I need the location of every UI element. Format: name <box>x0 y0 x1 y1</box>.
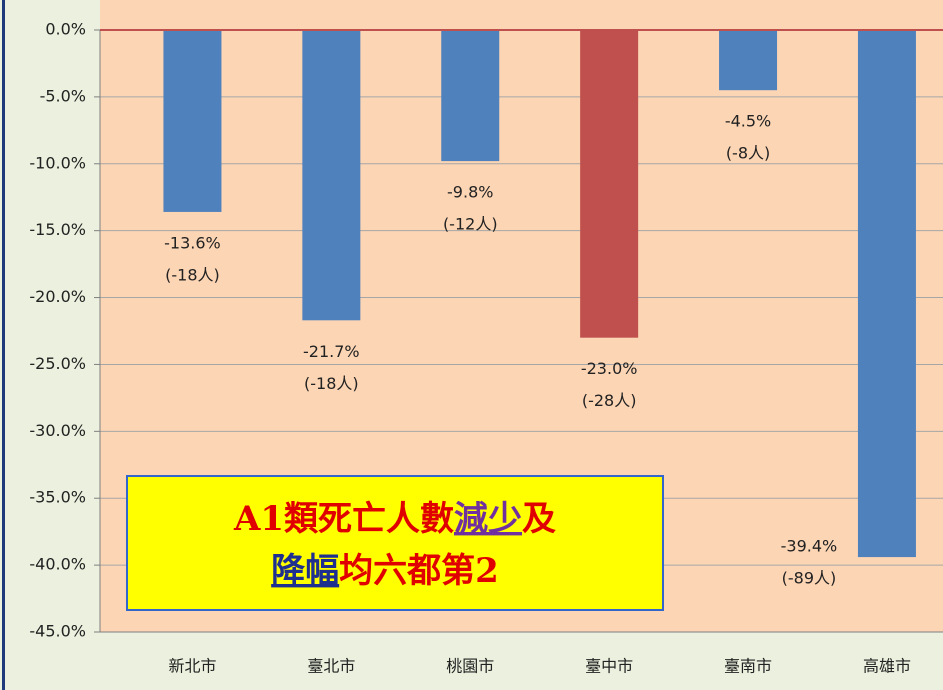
count-label: (-12人) <box>443 215 498 234</box>
annotation-text: 降幅 <box>271 551 339 591</box>
y-tick-label: 0.0% <box>45 20 86 39</box>
annotation-text: A1類死亡人數 <box>233 499 454 539</box>
bar <box>580 30 639 338</box>
y-tick-label: -40.0% <box>29 555 86 574</box>
annotation-line: A1類死亡人數減少及 <box>233 499 556 539</box>
x-tick-label: 新北市 <box>168 657 216 676</box>
value-label: -4.5% <box>725 112 771 131</box>
y-tick-label: -45.0% <box>29 622 86 641</box>
x-tick-label: 臺中市 <box>585 657 633 676</box>
annotation-text: 及 <box>522 499 556 539</box>
count-label: (-18人) <box>304 374 359 393</box>
y-tick-label: -30.0% <box>29 421 86 440</box>
x-tick-label: 臺南市 <box>724 657 772 676</box>
annotation-box <box>126 475 664 611</box>
y-tick-label: -35.0% <box>29 488 86 507</box>
y-tick-label: -20.0% <box>29 287 86 306</box>
bar <box>719 30 778 91</box>
annotation-text: 減少 <box>454 499 522 539</box>
count-label: (-18人) <box>165 265 220 284</box>
x-tick-label: 高雄市 <box>863 657 911 676</box>
bar <box>441 30 500 162</box>
count-label: (-89人) <box>782 569 837 588</box>
y-tick-label: -5.0% <box>40 86 86 105</box>
frame-edge <box>2 0 5 690</box>
value-label: -23.0% <box>581 359 638 378</box>
annotation-line: 降幅均六都第2 <box>271 551 499 591</box>
annotation-text: 均六都第2 <box>339 551 499 591</box>
bar <box>163 30 222 212</box>
count-label: (-28人) <box>582 391 637 410</box>
x-tick-label: 桃園市 <box>446 657 494 676</box>
value-label: -39.4% <box>781 537 838 556</box>
bar <box>857 30 916 558</box>
count-label: (-8人) <box>726 144 770 163</box>
x-tick-label: 臺北市 <box>307 657 355 676</box>
y-tick-label: -10.0% <box>29 153 86 172</box>
value-label: -13.6% <box>164 233 221 252</box>
value-label: -9.8% <box>447 183 493 202</box>
y-tick-label: -25.0% <box>29 354 86 373</box>
y-tick-label: -15.0% <box>29 220 86 239</box>
bar <box>302 30 361 321</box>
value-label: -21.7% <box>303 342 360 361</box>
